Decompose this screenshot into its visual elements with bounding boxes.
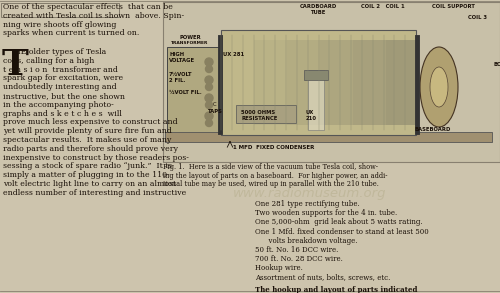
Text: T: T <box>2 48 29 82</box>
Ellipse shape <box>420 47 458 127</box>
Circle shape <box>205 112 213 120</box>
Bar <box>353 40 386 125</box>
Text: simply a matter of plugging in to the 110-: simply a matter of plugging in to the 11… <box>3 171 170 179</box>
Text: POWER: POWER <box>179 35 201 40</box>
Text: Two wooden supports for the 4 in. tube.: Two wooden supports for the 4 in. tube. <box>255 209 397 217</box>
Bar <box>386 40 419 125</box>
Text: created with Tesla coil is shown  above. Spin-: created with Tesla coil is shown above. … <box>3 12 184 20</box>
Text: One of the spectacular effects  that can be: One of the spectacular effects that can … <box>3 3 173 11</box>
Text: ning wire shoots off glowing: ning wire shoots off glowing <box>3 21 116 29</box>
Text: ing the layout of parts on a baseboard.  For higher power, an addi-: ing the layout of parts on a baseboard. … <box>163 171 388 180</box>
Text: sessing a stock of spare radio “junk.”  It is: sessing a stock of spare radio “junk.” I… <box>3 162 172 171</box>
Text: tional tube may be used, wired up in parallel with the 210 tube.: tional tube may be used, wired up in par… <box>163 180 379 188</box>
Text: inexpensive to construct by those readers pos-: inexpensive to construct by those reader… <box>3 154 189 162</box>
Text: in the accompanying photo-: in the accompanying photo- <box>3 101 114 109</box>
Text: One 5,000-ohm  grid leak about 5 watts rating.: One 5,000-ohm grid leak about 5 watts ra… <box>255 218 422 226</box>
Text: endless number of interesting and instructive: endless number of interesting and instru… <box>3 189 186 197</box>
Text: One 281 type rectifying tube.: One 281 type rectifying tube. <box>255 200 360 208</box>
Text: www.radiomuseum.org: www.radiomuseum.org <box>233 187 387 200</box>
Text: sparks when current is turned on.: sparks when current is turned on. <box>3 29 140 38</box>
Text: 7½VOLT: 7½VOLT <box>169 72 192 77</box>
Text: instructive, but the one shown: instructive, but the one shown <box>3 92 125 100</box>
Bar <box>254 40 287 125</box>
Text: volts breakdown voltage.: volts breakdown voltage. <box>255 237 358 245</box>
Circle shape <box>206 120 212 127</box>
Text: The hookup and layout of parts indicated: The hookup and layout of parts indicated <box>255 286 418 293</box>
Text: COIL 3: COIL 3 <box>468 15 487 20</box>
Text: CARDBOARD: CARDBOARD <box>300 4 337 9</box>
Text: 2 FIL.: 2 FIL. <box>169 78 186 83</box>
Text: UX: UX <box>306 110 314 115</box>
Ellipse shape <box>430 67 448 107</box>
Bar <box>304 70 328 80</box>
Circle shape <box>206 84 212 91</box>
Text: TAPS: TAPS <box>207 109 222 114</box>
Text: 700 ft. No. 28 DCC wire.: 700 ft. No. 28 DCC wire. <box>255 255 343 263</box>
Text: COIL SUPPORT: COIL SUPPORT <box>432 4 474 9</box>
Bar <box>308 70 324 130</box>
Text: radio parts and therefore should prove very: radio parts and therefore should prove v… <box>3 145 178 153</box>
Text: BASEBOARD: BASEBOARD <box>415 127 451 132</box>
Text: 210: 210 <box>306 116 317 121</box>
Circle shape <box>205 76 213 84</box>
Bar <box>320 40 353 125</box>
Bar <box>221 30 416 135</box>
Text: ½VOLT FIL.: ½VOLT FIL. <box>169 90 202 95</box>
Text: undoubtedly interesting and: undoubtedly interesting and <box>3 83 116 91</box>
Text: COIL 2   COIL 1: COIL 2 COIL 1 <box>361 4 405 9</box>
Text: One 1 Mfd. fixed condenser to stand at least 500: One 1 Mfd. fixed condenser to stand at l… <box>255 228 429 236</box>
Text: prove much less expensive to construct and: prove much less expensive to construct a… <box>3 118 178 126</box>
Text: HE older types of Tesla: HE older types of Tesla <box>14 48 106 56</box>
Bar <box>165 132 492 142</box>
Text: 50 ft. No. 16 DCC wire.: 50 ft. No. 16 DCC wire. <box>255 246 338 254</box>
Bar <box>163 2 500 162</box>
Text: volt electric light line to carry on an almost: volt electric light line to carry on an … <box>3 180 176 188</box>
Bar <box>167 47 219 137</box>
Text: VOLTAGE: VOLTAGE <box>169 58 195 63</box>
Circle shape <box>205 94 213 102</box>
Text: graphs and s k e t c h e s  will: graphs and s k e t c h e s will <box>3 110 122 117</box>
Bar <box>1 3 119 17</box>
Circle shape <box>206 66 212 72</box>
Text: UX 281: UX 281 <box>223 52 244 57</box>
Text: Hookup wire.: Hookup wire. <box>255 264 303 272</box>
Text: BOLT: BOLT <box>493 62 500 67</box>
Text: spectacular results.  It makes use of many: spectacular results. It makes use of man… <box>3 136 172 144</box>
Bar <box>236 105 296 123</box>
Text: spark gap for excitation, were: spark gap for excitation, were <box>3 74 123 82</box>
Text: yet will provide plenty of sure fire fun and: yet will provide plenty of sure fire fun… <box>3 127 172 135</box>
Bar <box>287 40 320 125</box>
Text: coils, calling for a high: coils, calling for a high <box>3 57 94 65</box>
Text: TUBE: TUBE <box>310 10 326 15</box>
Text: C: C <box>213 102 216 107</box>
Text: Fig. 1.  Here is a side view of the vacuum tube Tesla coil, show-: Fig. 1. Here is a side view of the vacuu… <box>163 163 378 171</box>
Text: Assortment of nuts, bolts, screws, etc.: Assortment of nuts, bolts, screws, etc. <box>255 274 390 282</box>
Text: 5000 OHMS: 5000 OHMS <box>241 110 275 115</box>
Circle shape <box>206 101 212 108</box>
Text: HIGH: HIGH <box>169 52 184 57</box>
Text: 1 MFD  FIXED CONDENSER: 1 MFD FIXED CONDENSER <box>233 145 314 150</box>
Bar <box>221 40 254 125</box>
Circle shape <box>205 58 213 66</box>
Text: RESISTANCE: RESISTANCE <box>241 116 278 121</box>
Text: t e n s i o n  transformer and: t e n s i o n transformer and <box>3 66 118 74</box>
Text: TRANSFORMER: TRANSFORMER <box>172 41 208 45</box>
